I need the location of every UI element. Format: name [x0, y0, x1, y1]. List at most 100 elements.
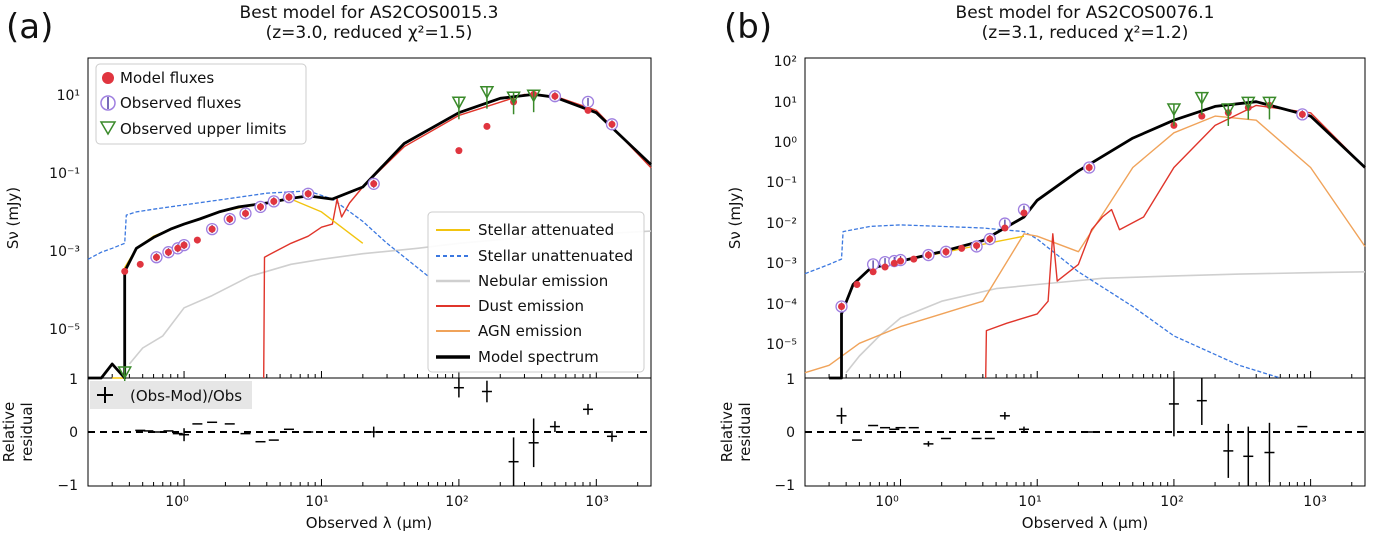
panel-b-ytick-label: 10²	[774, 54, 797, 70]
panel-b-model-flux-point	[1198, 112, 1206, 120]
panel-b-xlabel: Observed λ (μm)	[1022, 514, 1148, 532]
panel-a-upper-limit-point	[117, 366, 132, 380]
panel-a-model-flux-point	[455, 147, 463, 155]
panel-a-ytick-label: 10⁻⁵	[49, 322, 80, 338]
panel-a-label: (a)	[6, 7, 53, 47]
panel-b-ytick-label: 10⁻¹	[766, 175, 797, 191]
panel-b-model-flux-point	[1001, 224, 1009, 232]
panel-a-model-flux-point	[370, 180, 378, 188]
panel-b-ytick-label: 10⁻⁴	[766, 297, 797, 313]
panel-b-title-line1: Best model for AS2COS0076.1	[956, 3, 1215, 23]
panel-b-model-flux-point	[958, 244, 966, 252]
legend-label: Stellar unattenuated	[478, 247, 633, 265]
panel-a-xtick-label: 10⁰	[165, 494, 189, 510]
panel-a-xtick-label: 10²	[445, 494, 468, 510]
panel-b-model-flux-point	[1020, 209, 1028, 217]
panel-a-legend-components: Stellar attenuated Stellar unattenuated …	[427, 211, 645, 373]
panel-b-upper-limit-point	[1262, 96, 1277, 110]
panel-a-model-flux-point	[208, 225, 216, 233]
panel-a-upper-limit-point	[506, 91, 521, 105]
panel-a-model-flux-point	[152, 253, 160, 261]
panel-a-upper-limit-point	[451, 96, 467, 110]
panel-a-model-flux-point	[551, 92, 559, 100]
panel-a-res-ytick-label: 0	[69, 425, 78, 441]
panel-b-label: (b)	[724, 7, 772, 47]
panel-b-agn-emission-line	[804, 115, 1366, 374]
legend-label: (Obs-Mod)/Obs	[130, 387, 242, 405]
panel-b-ylabel: Sν (mJy)	[726, 187, 744, 249]
panel-b-model-flux-point	[986, 235, 994, 243]
panel-b-xtick-label: 10¹	[1018, 494, 1041, 510]
legend-box	[90, 381, 252, 409]
panel-b-model-flux-point	[897, 257, 905, 265]
panel-a-title-line1: Best model for AS2COS0015.3	[240, 3, 499, 23]
panel-a-xtick-label: 10³	[585, 494, 608, 510]
model-flux-marker-icon	[102, 72, 114, 84]
panel-b-title-line2: (z=3.1, reduced χ²=1.2)	[982, 23, 1189, 43]
legend-label: Stellar attenuated	[478, 221, 614, 239]
panel-b-ytick-label: 10¹	[774, 95, 797, 111]
panel-a-model-flux-point	[584, 106, 592, 114]
panel-a-model-flux-point	[242, 209, 250, 217]
panel-b-model-flux-point	[1298, 110, 1306, 118]
panel-b-model-flux-point	[853, 280, 861, 288]
panel-b-ytick-label: 10⁰	[774, 135, 798, 151]
legend-label: Observed upper limits	[120, 120, 287, 138]
panel-a-model-flux-point	[483, 122, 491, 130]
panel-a-model-flux-point	[304, 190, 312, 198]
panel-b-ytick-label: 10⁻³	[766, 256, 797, 272]
panel-a-residual-plot	[87, 378, 651, 486]
legend-box	[427, 211, 645, 373]
panel-a-model-flux-point	[226, 215, 234, 223]
panel-a-xlabel: Observed λ (μm)	[306, 514, 432, 532]
legend-label: Observed fluxes	[120, 94, 242, 112]
panel-b-ytick-label: 10⁻²	[766, 216, 797, 232]
panel-a-ylabel: Sν (mJy)	[4, 187, 22, 249]
panel-a-model-flux-point	[180, 241, 188, 249]
panel-a: (a) Best model for AS2COS0015.3 (z=3.0, …	[0, 3, 652, 532]
panel-b-model-flux-point	[890, 259, 898, 267]
panel-a-model-flux-point	[136, 260, 144, 268]
panel-b-nebular-emission-line	[845, 271, 1366, 374]
panel-a-ytick-label: 10¹	[57, 88, 80, 104]
legend-label: Model spectrum	[478, 348, 599, 366]
panel-b-xtick-label: 10⁰	[875, 494, 899, 510]
panel-a-res-ylabel-1: Relative	[0, 402, 18, 463]
panel-a-model-flux-point	[164, 248, 172, 256]
panel-b-res-ylabel-1: Relative	[718, 402, 736, 463]
panel-b-upper-limit-point	[1241, 96, 1256, 110]
panel-b-res-ylabel-2: residual	[736, 402, 754, 461]
panel-b-res-ytick-label: −1	[774, 478, 795, 494]
panel-b-sed-plot	[804, 91, 1366, 380]
panel-a-ytick-label: 10⁻³	[49, 244, 80, 260]
panel-b-xtick-label: 10³	[1303, 494, 1326, 510]
panel-a-residual-legend: (Obs-Mod)/Obs	[90, 381, 252, 409]
panel-b-residual-plot	[804, 378, 1365, 486]
panel-a-res-ytick-label: 1	[69, 372, 78, 388]
panel-a-model-flux-point	[174, 244, 182, 252]
panel-a-model-flux-point	[608, 120, 616, 128]
legend-label: AGN emission	[478, 322, 582, 340]
panel-a-upper-limit-point	[479, 85, 495, 100]
panel-b-model-flux-point	[924, 251, 932, 259]
panel-a-legend-markers: Model fluxes Observed fluxes Observed up…	[95, 63, 307, 145]
panel-b-upper-limit-point	[1194, 91, 1210, 106]
upper-limit-marker-icon	[99, 121, 117, 136]
panel-a-stellar-unattenuated-line	[87, 190, 429, 277]
panel-a-sed-plot	[87, 85, 652, 389]
panel-b-model-flux-point	[838, 302, 846, 310]
panel-b-sed-frame	[804, 57, 1366, 379]
panel-a-ytick-label: 10⁻¹	[49, 166, 80, 182]
panel-a-xtick-label: 10¹	[305, 494, 328, 510]
panel-b-model-flux-point	[1085, 164, 1093, 172]
panel-b-model-flux-point	[869, 268, 877, 276]
panel-a-res-ytick-label: −1	[57, 478, 78, 494]
legend-label: Nebular emission	[478, 272, 608, 290]
panel-b-xtick-label: 10²	[1160, 494, 1183, 510]
panel-b-model-flux-point	[942, 248, 950, 256]
panel-b-res-ytick-label: 1	[786, 372, 795, 388]
panel-a-model-flux-point	[193, 236, 201, 244]
panel-b-dust-emission-line	[985, 104, 1366, 379]
panel-b-upper-limit-point	[1221, 103, 1236, 117]
